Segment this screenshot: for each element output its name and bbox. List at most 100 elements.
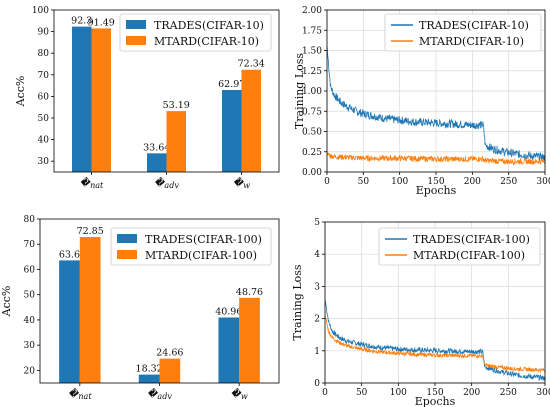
loss100-ytick-label-2: 2 (314, 315, 320, 325)
acc100-ytick-label-0: 20 (24, 366, 36, 376)
loss10-series-line-0 (326, 46, 546, 162)
loss10-ytick-label-8: 2.00 (302, 6, 322, 16)
acc100-category-label-0: �nat (68, 387, 92, 401)
loss10-ytick-label-4: 1.00 (302, 87, 322, 97)
acc10-legend-label-1: MTARD(CIFAR-10) (154, 35, 259, 48)
acc100-ytick-label-1: 30 (24, 341, 36, 351)
acc10-bar-0-2 (222, 89, 242, 172)
acc10-ytick-label-5: 80 (38, 49, 50, 59)
acc10-category-label-1: �adv (154, 176, 179, 190)
acc100-legend-label-0: TRADES(CIFAR-100) (145, 233, 262, 246)
acc100-value-label-1-1: 24.66 (156, 348, 183, 359)
loss10-legend-label-1: MTARD(CIFAR-10) (419, 35, 524, 48)
acc10-bar-0-1 (147, 153, 167, 172)
loss10-legend-label-0: TRADES(CIFAR-10) (419, 19, 529, 32)
loss100-legend-box (378, 227, 541, 266)
acc10-panel: 92.391.49 �nat 33.64 53.19 �adv 62.97 72.34 �w 3… (14, 6, 280, 190)
loss100-legend-label-0: TRADES(CIFAR-100) (413, 233, 530, 246)
acc100-bar-0-2 (218, 317, 240, 383)
acc100-bar-1-0 (79, 237, 101, 383)
acc10-ylabel: Acc% (14, 76, 27, 108)
loss10-ytick-label-0: 0.00 (302, 168, 322, 178)
loss10-ytick-label-5: 1.25 (302, 67, 322, 77)
loss100-xtick-label-3: 150 (426, 388, 443, 398)
acc10-ytick-label-2: 50 (38, 114, 50, 124)
loss10-panel: 0 50 100 150 200 250 300 0.00 0.25 0.50 0.75 1.00 1.… (293, 6, 550, 197)
acc10-value-label-0-1: 33.64 (143, 142, 170, 153)
acc10-bar-1-1 (166, 111, 186, 172)
acc10-value-label-1-1: 53.19 (163, 100, 190, 111)
acc10-bar-1-2 (241, 69, 261, 172)
acc10-category-label-0: �nat (80, 176, 104, 190)
loss10-xtick-label-4: 200 (464, 177, 481, 187)
acc10-legend-label-0: TRADES(CIFAR-10) (154, 19, 264, 32)
loss10-xtick-label-0: 0 (324, 177, 330, 187)
acc10-value-label-0-0: 92.3 (71, 16, 92, 27)
acc100-panel: 63.6 72.85 �nat 18.32 24.66 �adv 40.96 48.76 �w 2… (0, 215, 280, 401)
loss100-xtick-label-1: 50 (356, 388, 368, 398)
acc100-ylabel: Acc% (0, 286, 13, 318)
acc100-bar-1-1 (159, 358, 181, 383)
acc10-legend-box (119, 13, 272, 52)
loss10-series-line-1 (326, 152, 546, 166)
loss100-xtick-label-4: 200 (463, 388, 480, 398)
loss10-ytick-label-1: 0.25 (302, 148, 322, 158)
acc100-value-label-0-0: 63.6 (59, 249, 80, 260)
acc10-ytick-label-4: 70 (38, 71, 50, 81)
acc10-bar-1-0 (91, 28, 111, 173)
loss100-series-line-0 (324, 299, 546, 382)
loss100-ytick-label-4: 4 (314, 250, 320, 260)
loss10-xlabel: Epochs (416, 184, 457, 197)
acc100-legend-label-1: MTARD(CIFAR-100) (145, 249, 257, 262)
loss10-legend-box (384, 13, 542, 52)
acc10-legend-swatch-0 (126, 20, 146, 29)
loss10-ytick-label-3: 0.75 (302, 107, 322, 117)
acc100-ytick-label-5: 70 (24, 240, 36, 250)
loss100-xtick-label-0: 0 (322, 388, 328, 398)
acc100-legend-swatch-1 (117, 250, 137, 259)
acc10-ytick-label-6: 90 (38, 28, 50, 38)
loss100-ytick-label-3: 3 (314, 282, 320, 292)
acc100-ytick-label-6: 80 (24, 215, 36, 225)
acc100-category-label-1: �adv (147, 387, 172, 401)
acc10-ytick-label-0: 30 (38, 157, 50, 167)
acc100-legend-swatch-0 (117, 234, 137, 243)
acc10-ytick-label-1: 40 (38, 136, 50, 146)
loss100-ytick-label-0: 0 (314, 379, 320, 389)
loss100-series-line-1 (324, 315, 546, 374)
loss100-ylabel: Training Loss (291, 264, 304, 340)
acc100-bar-0-1 (138, 374, 160, 383)
acc100-ytick-label-2: 40 (24, 316, 36, 326)
acc100-value-label-1-0: 72.85 (77, 226, 104, 237)
loss100-xtick-label-6: 300 (536, 388, 550, 398)
acc100-value-label-0-1: 18.32 (136, 364, 163, 375)
loss100-xtick-label-2: 100 (390, 388, 407, 398)
acc100-category-label-2: �w (231, 387, 248, 401)
acc100-ytick-label-4: 60 (24, 265, 36, 275)
loss100-panel: 0 50 100 150 200 250 300 0 1 2 3 4 5 Epochs Training L… (291, 218, 550, 407)
acc10-bar-0-0 (72, 26, 92, 172)
loss10-xtick-label-1: 50 (358, 177, 370, 187)
loss10-ytick-label-6: 1.50 (302, 47, 322, 57)
acc100-value-label-1-2: 48.76 (236, 287, 263, 298)
acc10-ytick-label-3: 60 (38, 92, 50, 102)
loss100-xtick-label-5: 250 (500, 388, 517, 398)
loss10-ytick-label-2: 0.50 (302, 128, 322, 138)
loss10-xtick-label-5: 250 (500, 177, 517, 187)
loss10-xtick-label-2: 100 (391, 177, 408, 187)
loss10-ylabel: Training Loss (293, 53, 306, 129)
acc100-legend-box (110, 227, 272, 266)
loss10-xtick-label-6: 300 (536, 177, 550, 187)
acc10-ytick-label-7: 100 (32, 6, 49, 16)
loss100-ytick-label-5: 5 (314, 218, 320, 228)
acc100-ytick-label-3: 50 (24, 291, 36, 301)
acc10-value-label-0-2: 62.97 (218, 79, 245, 90)
loss10-ytick-label-7: 1.75 (302, 26, 322, 36)
acc10-category-label-2: �w (233, 176, 250, 190)
acc10-value-label-1-0: 91.49 (88, 17, 115, 28)
loss100-legend-label-1: MTARD(CIFAR-100) (413, 249, 525, 262)
loss100-ytick-label-1: 1 (314, 347, 320, 357)
acc100-bar-1-2 (239, 297, 260, 383)
loss100-xlabel: Epochs (415, 395, 456, 407)
